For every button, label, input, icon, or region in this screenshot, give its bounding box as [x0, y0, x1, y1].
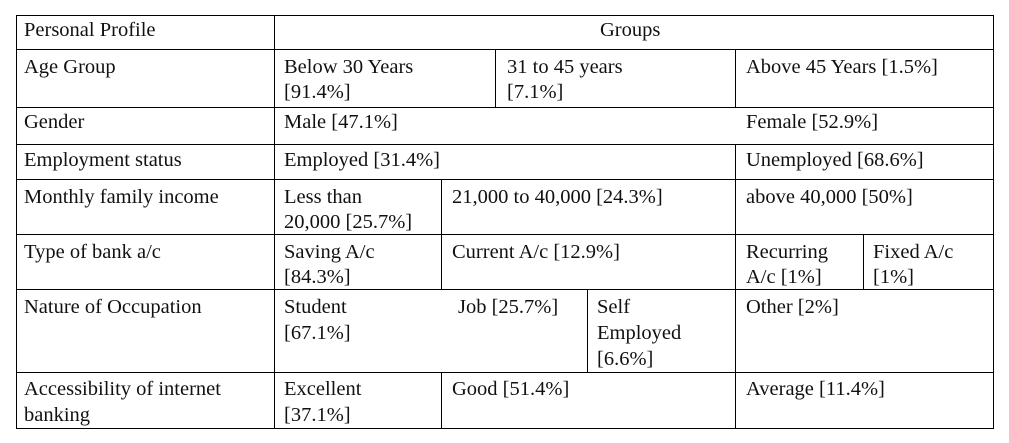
cell-divider — [441, 179, 442, 290]
row-divider — [16, 49, 994, 50]
cell-internet-good: Good [51.4%] — [452, 378, 570, 400]
cell-bank-current: Current A/c [12.9%] — [452, 241, 620, 263]
cell-bank-recurring: Recurring — [746, 241, 828, 263]
column-divider — [735, 49, 736, 108]
cell-divider — [495, 49, 496, 108]
row-divider — [16, 107, 994, 108]
row-divider — [16, 144, 994, 145]
column-divider — [274, 15, 275, 429]
cell-age-31-45: 31 to 45 years — [507, 56, 623, 78]
table-border-left — [16, 15, 17, 429]
header-groups: Groups — [600, 19, 661, 41]
cell-age-below-30: Below 30 Years — [284, 56, 414, 78]
cell-gender-female: Female [52.9%] — [746, 111, 879, 133]
cell-occupation-self: Self — [597, 296, 631, 318]
table-border-bottom — [16, 428, 994, 429]
cell-income-less-than: Less than — [284, 186, 362, 208]
cell-income-mid: 21,000 to 40,000 [24.3%] — [452, 186, 663, 208]
cell-divider — [441, 372, 442, 429]
row-label-gender: Gender — [24, 111, 85, 133]
column-divider — [735, 144, 736, 429]
cell-age-above-45: Above 45 Years [1.5%] — [746, 56, 938, 78]
row-label-occupation: Nature of Occupation — [24, 296, 202, 318]
cell-internet-excellent: Excellent — [284, 378, 362, 400]
cell-income-less-than-pct: 20,000 [25.7%] — [284, 211, 413, 233]
row-label-bank: Type of bank a/c — [24, 241, 161, 263]
cell-divider — [587, 289, 588, 373]
table-border-top — [16, 15, 994, 16]
cell-occupation-student: Student — [284, 296, 347, 318]
cell-employed: Employed [31.4%] — [284, 149, 440, 171]
cell-bank-saving-pct: [84.3%] — [284, 266, 351, 288]
row-label-employment: Employment status — [24, 149, 182, 171]
row-divider — [16, 234, 994, 235]
cell-age-below-30-pct: [91.4%] — [284, 81, 351, 103]
cell-bank-fixed: Fixed A/c — [873, 241, 954, 263]
cell-occupation-employed: Employed — [597, 322, 682, 344]
header-personal-profile: Personal Profile — [24, 19, 156, 41]
cell-bank-fixed-pct: [1%] — [873, 266, 914, 288]
row-label-income: Monthly family income — [24, 186, 219, 208]
cell-bank-saving: Saving A/c — [284, 241, 375, 263]
row-divider — [16, 289, 994, 290]
cell-age-31-45-pct: [7.1%] — [507, 81, 564, 103]
row-label-age-group: Age Group — [24, 56, 116, 78]
table-border-right — [993, 15, 994, 429]
row-divider — [16, 179, 994, 180]
cell-divider — [863, 234, 864, 290]
cell-occupation-job: Job [25.7%] — [458, 296, 559, 318]
row-divider — [16, 372, 994, 373]
cell-occupation-student-pct: [67.1%] — [284, 322, 351, 344]
cell-occupation-self-pct: [6.6%] — [597, 348, 654, 370]
cell-internet-excellent-pct: [37.1%] — [284, 404, 351, 426]
row-label-internet: Accessibility of internet — [24, 378, 221, 400]
row-label-internet-cont: banking — [24, 404, 91, 426]
cell-income-above: above 40,000 [50%] — [746, 186, 913, 208]
cell-bank-recurring-pct: A/c [1%] — [746, 266, 822, 288]
cell-unemployed: Unemployed [68.6%] — [746, 149, 924, 171]
cell-internet-average: Average [11.4%] — [746, 378, 885, 400]
cell-gender-male: Male [47.1%] — [284, 111, 398, 133]
cell-occupation-other: Other [2%] — [746, 296, 839, 318]
